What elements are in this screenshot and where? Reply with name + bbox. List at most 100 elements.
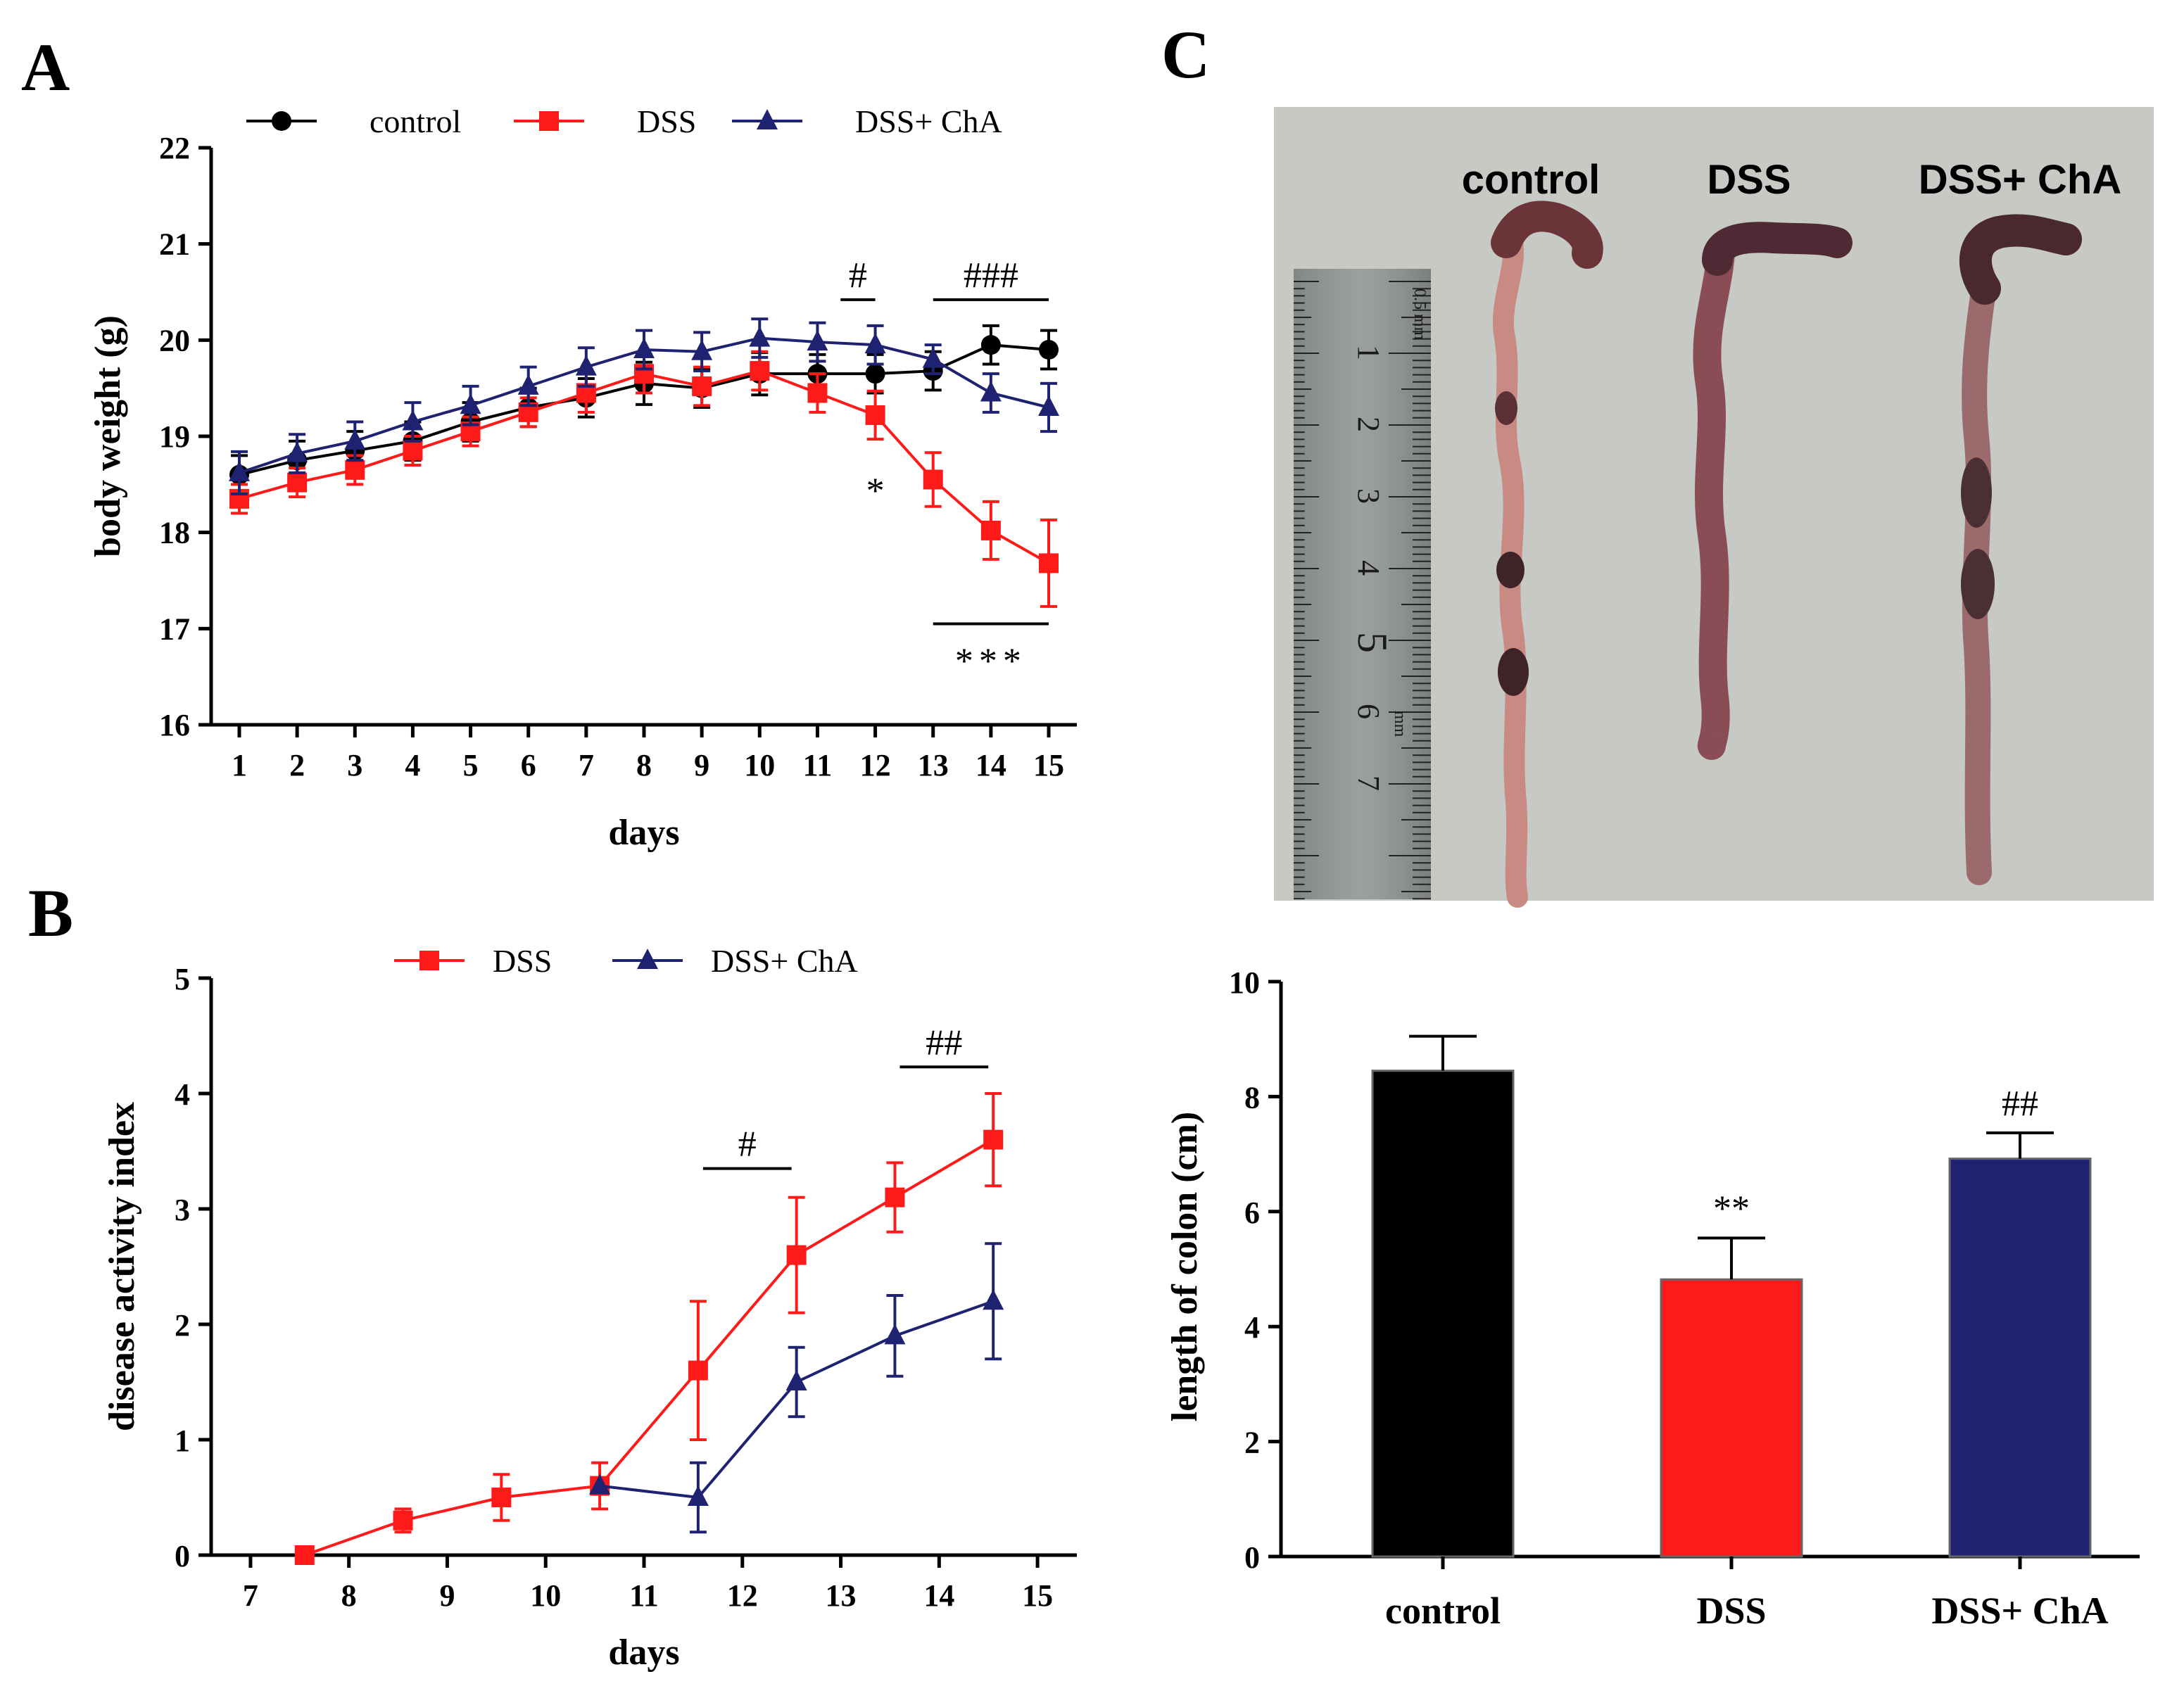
significance-label-a: ### <box>964 255 1018 296</box>
colon-dss <box>1693 239 1735 760</box>
colon-length-chart: 0 2 4 6 8 10 length of colon (cm) control DSS **… <box>1165 965 2140 1632</box>
y-tick-label-a: 19 <box>159 419 190 454</box>
legend-label-a: DSS <box>637 103 696 139</box>
ruler-number: 5 <box>1349 632 1396 653</box>
x-tick-label-b: 8 <box>341 1578 357 1613</box>
x-tick-label-a: 4 <box>405 748 420 782</box>
bar-group-c: DSS+ ChA ## <box>1931 1084 2108 1632</box>
significance-label-a: * <box>866 471 885 512</box>
data-point-a <box>865 405 885 425</box>
data-point-a <box>980 520 1001 540</box>
y-tick-label-c: 8 <box>1244 1080 1260 1115</box>
data-point-a <box>692 376 712 396</box>
data-point-b <box>589 1473 611 1495</box>
series-b-dss_cha <box>589 1242 1004 1534</box>
x-tick-label-a: 1 <box>232 748 247 782</box>
data-point-b <box>393 1510 413 1530</box>
data-point-a <box>1038 395 1059 416</box>
x-tick-label-a: 13 <box>918 748 949 782</box>
category-label-c: DSS+ ChA <box>1931 1590 2108 1632</box>
x-tick-label-b: 11 <box>629 1578 659 1613</box>
data-point-b <box>294 1545 315 1565</box>
y-tick-label-a: 21 <box>159 227 190 262</box>
ruler-ticks <box>1294 281 1431 900</box>
y-tick-label-b: 3 <box>175 1193 190 1227</box>
data-point-a <box>517 374 539 395</box>
legend-a: control DSS DSS+ ChA <box>246 103 1002 139</box>
x-tick-label-a: 14 <box>976 748 1006 782</box>
annotations-a: # ###**** <box>840 255 1049 682</box>
data-point-b <box>491 1488 512 1507</box>
colon-photo: 0.5 mm mm 1 2 3 4 5 6 7 control DSS DSS+ ChA <box>1274 107 2154 908</box>
ruler: 0.5 mm mm 1 2 3 4 5 6 7 <box>1294 269 1431 900</box>
ruler-unit-top: 0.5 mm <box>1410 289 1429 341</box>
y-tick-label-b: 5 <box>175 962 190 996</box>
bar-dss <box>1660 1278 1803 1558</box>
x-tick-label-a: 6 <box>521 748 536 782</box>
data-point-b <box>687 1485 709 1506</box>
ruler-number: 1 <box>1351 345 1386 360</box>
y-tick-label-a: 16 <box>159 708 190 742</box>
data-point-a <box>1039 553 1059 573</box>
ruler-number: 6 <box>1351 704 1386 719</box>
y-axis-title-c: length of colon (cm) <box>1165 1112 1205 1421</box>
data-point-a <box>286 441 308 462</box>
data-point-a <box>750 361 770 381</box>
data-point-b <box>786 1245 807 1265</box>
ruler-numbers: 1 2 3 4 5 6 7 <box>1349 345 1396 791</box>
legend-label-a: control <box>370 103 461 139</box>
data-point-b <box>983 1129 1004 1150</box>
x-tick-label-b: 7 <box>243 1578 258 1613</box>
legend-label-a: DSS+ ChA <box>855 103 1002 139</box>
data-point-a <box>633 338 655 358</box>
bar-group-c: control <box>1371 1034 1515 1632</box>
legend-marker-a <box>757 109 778 129</box>
x-tick-label-a: 5 <box>463 748 479 782</box>
y-tick-label-b: 4 <box>175 1077 190 1112</box>
legend-marker-b <box>637 949 658 969</box>
x-tick-label-a: 7 <box>579 748 594 782</box>
x-tick-label-a: 11 <box>803 748 833 782</box>
data-point-b <box>688 1360 708 1381</box>
bars-c: control DSS ** DSS+ ChA ## <box>1371 1034 2109 1632</box>
y-tick-label-c: 4 <box>1244 1310 1260 1345</box>
y-axis-title-b: disease activity index <box>102 1102 142 1431</box>
data-point-a <box>923 469 943 490</box>
x-tick-label-b: 14 <box>923 1578 954 1613</box>
data-point-a <box>922 347 944 368</box>
legend-label-b: DSS+ ChA <box>711 943 858 979</box>
data-point-a <box>1039 340 1059 360</box>
bar-group-c: DSS ** <box>1660 1189 1803 1632</box>
data-point-a <box>980 381 1002 402</box>
colon-dss-cha-dark-1 <box>1961 457 1992 528</box>
significance-label-b: ## <box>926 1022 962 1063</box>
photo-label-control: control <box>1462 157 1601 203</box>
panel-letter-b: B <box>28 875 73 951</box>
y-tick-label-a: 22 <box>159 131 190 165</box>
x-tick-label-a: 9 <box>694 748 709 782</box>
data-point-a <box>980 335 1001 355</box>
series-line-b <box>304 1138 995 1557</box>
colon-dss-top <box>1702 222 1852 276</box>
legend-marker-a <box>272 111 291 131</box>
y-tick-label-a: 17 <box>159 611 190 646</box>
category-label-c: DSS <box>1696 1590 1766 1632</box>
data-point-a <box>460 393 481 414</box>
data-point-b <box>885 1187 905 1208</box>
ruler-number: 3 <box>1351 488 1386 504</box>
significance-label-c: ** <box>1713 1189 1750 1229</box>
data-point-a <box>287 472 308 493</box>
x-axis-title-b: days <box>608 1633 679 1673</box>
colon-dss-cha-top <box>1959 214 2082 305</box>
photo-label-dss-cha: DSS+ ChA <box>1919 157 2121 203</box>
data-point-a <box>345 459 365 480</box>
x-tick-label-a: 10 <box>744 748 775 782</box>
colon-control-top <box>1491 201 1603 269</box>
data-point-a <box>865 364 885 384</box>
x-tick-label-a: 15 <box>1033 748 1064 782</box>
colon-control-pellet-1 <box>1496 552 1525 588</box>
